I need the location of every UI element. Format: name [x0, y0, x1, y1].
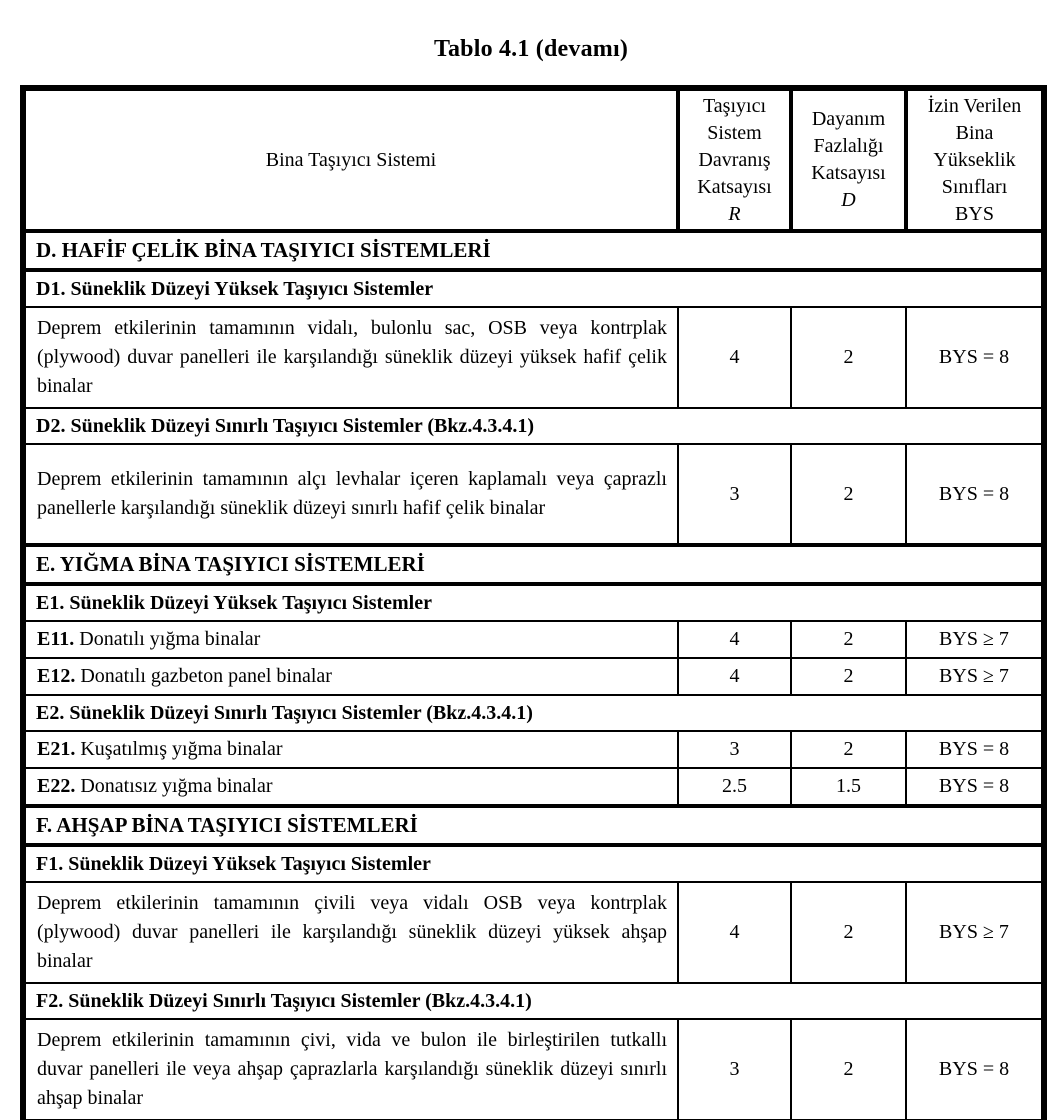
subsection-label: F1. Süneklik Düzeyi Yüksek Taşıyıcı Sist… — [23, 844, 1044, 883]
section-row-e: E. YIĞMA BİNA TAŞIYICI SİSTEMLERİ — [23, 543, 1044, 586]
bys-value: BYS = 8 — [905, 1018, 1045, 1120]
data-row-f1: Deprem etkilerinin tamamının çivili veya… — [22, 881, 1045, 984]
data-row-d2: Deprem etkilerinin tamamının alçı levhal… — [22, 443, 1045, 546]
bys-value: BYS = 8 — [905, 767, 1045, 807]
bys-value: BYS ≥ 7 — [905, 657, 1045, 696]
header-symbol-r: R — [728, 202, 741, 225]
header-line: Davranış — [698, 148, 771, 171]
header-bina-tasiyici-sistemi: Bina Taşıyıcı Sistemi — [21, 86, 680, 233]
section-label: D. HAFİF ÇELİK BİNA TAŞIYICI SİSTEMLERİ — [23, 229, 1044, 272]
r-value: 3 — [677, 730, 792, 769]
data-row-e21: E21. Kuşatılmış yığma binalar 3 2 BYS = … — [22, 730, 1045, 769]
bys-value: BYS ≥ 7 — [905, 881, 1045, 984]
system-description: Deprem etkilerinin tamamının çivi, vida … — [22, 1018, 679, 1120]
subsection-label: F2. Süneklik Düzeyi Sınırlı Taşıyıcı Sis… — [23, 982, 1044, 1020]
subsection-label: E1. Süneklik Düzeyi Yüksek Taşıyıcı Sist… — [23, 583, 1044, 622]
header-bys: İzin Verilen Bina Yükseklik Sınıfları BY… — [904, 86, 1046, 233]
system-code: E12. — [37, 665, 76, 687]
header-line: Dayanım — [811, 108, 886, 130]
d-value: 2 — [790, 443, 907, 546]
data-row-d1: Deprem etkilerinin tamamının vidalı, bul… — [22, 306, 1045, 409]
header-line: Sınıfları — [941, 175, 1008, 198]
data-row-e11: E11. Donatılı yığma binalar 4 2 BYS ≥ 7 — [22, 620, 1045, 659]
header-line: Katsayısı — [697, 175, 772, 198]
d-value: 2 — [790, 1018, 907, 1120]
r-value: 4 — [677, 620, 792, 659]
subsection-row-e2: E2. Süneklik Düzeyi Sınırlı Taşıyıcı Sis… — [23, 694, 1044, 732]
d-value: 2 — [790, 881, 907, 984]
data-row-e22: E22. Donatısız yığma binalar 2.5 1.5 BYS… — [22, 767, 1045, 807]
data-row-f2: Deprem etkilerinin tamamının çivi, vida … — [22, 1018, 1045, 1120]
section-row-d: D. HAFİF ÇELİK BİNA TAŞIYICI SİSTEMLERİ — [23, 229, 1044, 272]
bys-value: BYS = 8 — [905, 306, 1045, 409]
header-r-coefficient: Taşıyıcı Sistem Davranış Katsayısı R — [676, 86, 793, 233]
section-label: E. YIĞMA BİNA TAŞIYICI SİSTEMLERİ — [23, 543, 1044, 586]
header-line: İzin Verilen — [927, 94, 1022, 117]
header-d-coefficient: Dayanım Fazlalığı Katsayısı D — [789, 86, 908, 233]
subsection-row-f2: F2. Süneklik Düzeyi Sınırlı Taşıyıcı Sis… — [23, 982, 1044, 1020]
building-systems-table: Bina Taşıyıcı Sistemi Taşıyıcı Sistem Da… — [20, 85, 1047, 1120]
table-title: Tablo 4.1 (devamı) — [433, 36, 629, 62]
r-value: 4 — [677, 881, 792, 984]
header-row: Bina Taşıyıcı Sistemi Taşıyıcı Sistem Da… — [21, 86, 1046, 233]
subsection-label: D1. Süneklik Düzeyi Yüksek Taşıyıcı Sist… — [23, 269, 1044, 308]
system-text: Donatılı yığma binalar — [79, 628, 261, 650]
header-line: Fazlalığı — [813, 135, 884, 157]
system-description: Deprem etkilerinin tamamının alçı levhal… — [22, 443, 679, 546]
subsection-row-f1: F1. Süneklik Düzeyi Yüksek Taşıyıcı Sist… — [23, 844, 1044, 883]
system-text: Donatılı gazbeton panel binalar — [80, 665, 332, 687]
header-symbol-d: D — [841, 189, 856, 211]
bys-value: BYS ≥ 7 — [905, 620, 1045, 659]
r-value: 3 — [677, 443, 792, 546]
r-value: 2.5 — [677, 767, 792, 807]
section-row-f: F. AHŞAP BİNA TAŞIYICI SİSTEMLERİ — [23, 804, 1044, 847]
d-value: 2 — [790, 657, 907, 696]
d-value: 2 — [790, 306, 907, 409]
header-line: Sistem — [707, 121, 762, 144]
header-line: Taşıyıcı — [702, 94, 767, 117]
system-description: Deprem etkilerinin tamamının çivili veya… — [22, 881, 679, 984]
system-description: E22. Donatısız yığma binalar — [22, 767, 679, 807]
system-text: Donatısız yığma binalar — [80, 775, 273, 797]
system-code: E21. — [37, 738, 76, 760]
subsection-label: D2. Süneklik Düzeyi Sınırlı Taşıyıcı Sis… — [23, 407, 1044, 445]
r-value: 4 — [677, 657, 792, 696]
header-symbol-bys: BYS — [955, 202, 994, 225]
system-description: E21. Kuşatılmış yığma binalar — [22, 730, 679, 769]
system-description: Deprem etkilerinin tamamının vidalı, bul… — [22, 306, 679, 409]
bys-value: BYS = 8 — [905, 443, 1045, 546]
system-description: E11. Donatılı yığma binalar — [22, 620, 679, 659]
subsection-label: E2. Süneklik Düzeyi Sınırlı Taşıyıcı Sis… — [23, 694, 1044, 732]
r-value: 3 — [677, 1018, 792, 1120]
section-label: F. AHŞAP BİNA TAŞIYICI SİSTEMLERİ — [23, 804, 1044, 847]
subsection-row-e1: E1. Süneklik Düzeyi Yüksek Taşıyıcı Sist… — [23, 583, 1044, 622]
data-row-e12: E12. Donatılı gazbeton panel binalar 4 2… — [22, 657, 1045, 696]
r-value: 4 — [677, 306, 792, 409]
bys-value: BYS = 8 — [905, 730, 1045, 769]
system-code: E22. — [37, 775, 76, 797]
d-value: 1.5 — [790, 767, 907, 807]
system-description: E12. Donatılı gazbeton panel binalar — [22, 657, 679, 696]
subsection-row-d2: D2. Süneklik Düzeyi Sınırlı Taşıyıcı Sis… — [23, 407, 1044, 445]
header-line: Yükseklik — [933, 148, 1016, 171]
system-text: Kuşatılmış yığma binalar — [80, 738, 283, 760]
subsection-row-d1: D1. Süneklik Düzeyi Yüksek Taşıyıcı Sist… — [23, 269, 1044, 308]
header-line: Bina — [955, 121, 994, 144]
header-line: Katsayısı — [811, 162, 886, 184]
system-code: E11. — [37, 628, 75, 650]
d-value: 2 — [790, 620, 907, 659]
d-value: 2 — [790, 730, 907, 769]
